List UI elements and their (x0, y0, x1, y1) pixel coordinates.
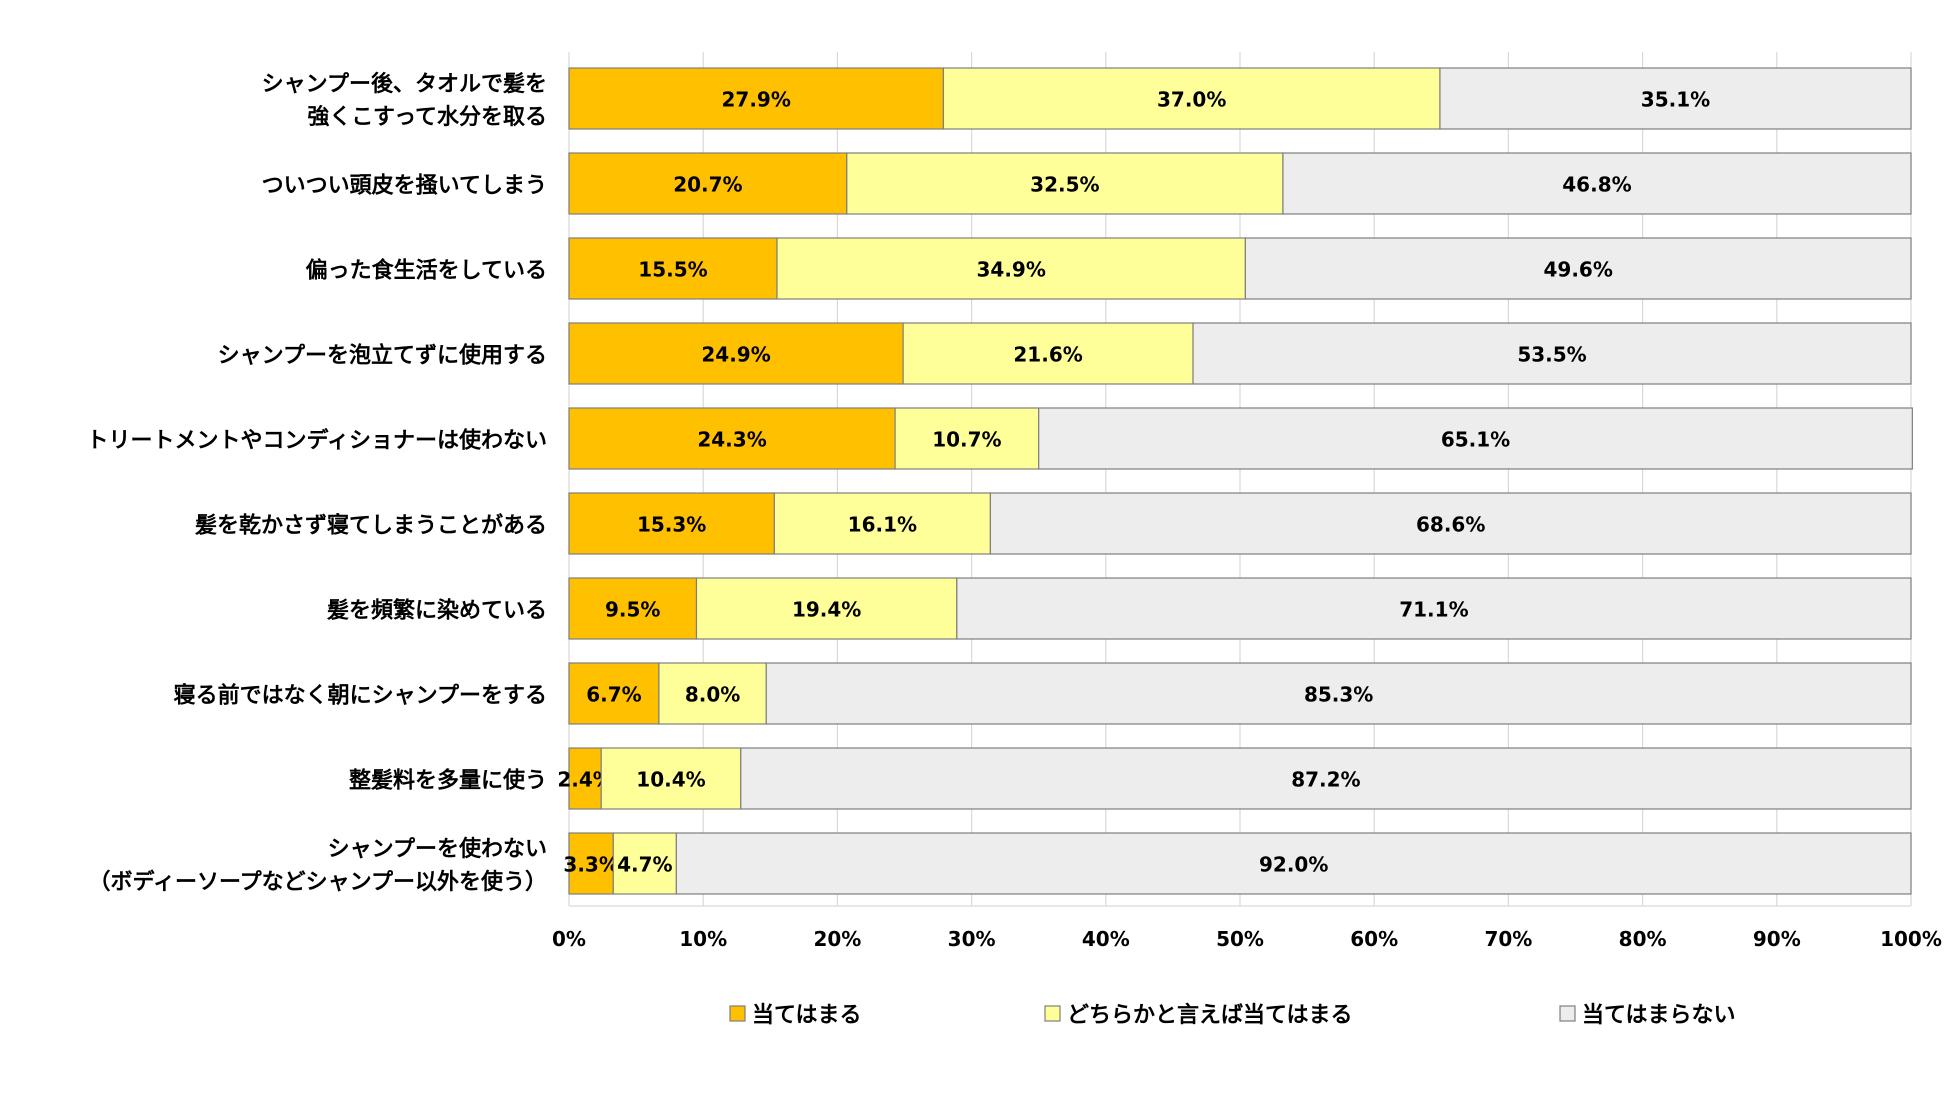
category-label: シャンプー後、タオルで髪を (262, 71, 547, 97)
bar-segment (695, 577, 958, 640)
bar-segment (1439, 67, 1912, 130)
bar-segment (568, 747, 602, 810)
x-tick-label: 20% (813, 927, 861, 951)
bar-segment (568, 67, 945, 130)
data-label: 24.9% (701, 343, 770, 367)
bar-segment (1192, 322, 1912, 385)
data-label: 19.4% (792, 598, 861, 622)
data-label: 3.3% (563, 853, 618, 877)
bar-segment (989, 492, 1912, 555)
bar-segment (612, 832, 677, 895)
category-label: シャンプーを使わない (328, 837, 547, 862)
legend-label: どちらかと言えば当てはまる (1067, 1002, 1353, 1028)
category-label: トリートメントやコンディショナーは使わない (87, 428, 547, 454)
data-label: 4.7% (617, 853, 672, 877)
x-tick-label: 10% (679, 927, 727, 951)
data-label: 53.5% (1517, 343, 1586, 367)
legend-label: 当てはまる (752, 1003, 862, 1028)
data-label: 92.0% (1259, 853, 1328, 877)
data-label: 8.0% (685, 683, 740, 707)
data-label: 20.7% (673, 173, 742, 197)
data-label: 85.3% (1304, 683, 1373, 707)
data-label: 71.1% (1399, 598, 1468, 622)
legend-swatch (1559, 1005, 1576, 1022)
data-label: 37.0% (1157, 88, 1226, 112)
category-label: シャンプーを泡立てずに使用する (218, 343, 547, 369)
data-label: 27.9% (722, 88, 791, 112)
data-label: 65.1% (1441, 428, 1510, 452)
bar-segment (1244, 237, 1912, 300)
category-label: 髪を頻繁に染めている (326, 598, 547, 624)
bar-segment (675, 832, 1912, 895)
legend-swatch (1044, 1005, 1061, 1022)
data-label: 32.5% (1030, 173, 1099, 197)
bar-segment (600, 747, 742, 810)
category-label: 寝る前ではなく朝にシャンプーをする (174, 683, 547, 709)
category-label: （ボディーソープなどシャンプー以外を使う） (89, 869, 547, 895)
x-tick-label: 90% (1753, 927, 1801, 951)
x-tick-label: 100% (1880, 927, 1942, 951)
x-tick-label: 30% (948, 927, 996, 951)
data-label: 15.3% (637, 513, 706, 537)
data-label: 10.4% (636, 768, 705, 792)
bar-segment (740, 747, 1912, 810)
bar-segment (846, 152, 1284, 215)
category-label: ついつい頭皮を掻いてしまう (262, 173, 547, 199)
bar-segment (568, 662, 660, 725)
category-label: 偏った食生活をしている (306, 258, 547, 284)
data-label: 35.1% (1641, 88, 1710, 112)
category-label: 強くこすって水分を取る (307, 104, 547, 130)
legend-swatch (729, 1005, 746, 1022)
data-label: 49.6% (1543, 258, 1612, 282)
x-tick-label: 50% (1216, 927, 1264, 951)
data-label: 10.7% (932, 428, 1001, 452)
bar-segment (1038, 407, 1913, 470)
legend-label: 当てはまらない (1582, 1003, 1736, 1028)
bar-segment (568, 407, 896, 470)
bar-segment (902, 322, 1194, 385)
bar-segment (568, 492, 775, 555)
bar-segment (658, 662, 767, 725)
category-label: 整髪料を多量に使う (349, 768, 547, 794)
bar-segment (568, 577, 698, 640)
bar-segment (942, 67, 1441, 130)
bar-segment (956, 577, 1912, 640)
bar-segment (568, 322, 904, 385)
category-label: 髪を乾かさず寝てしまうことがある (194, 513, 547, 539)
data-label: 6.7% (586, 683, 641, 707)
data-label: 34.9% (976, 258, 1045, 282)
data-label: 9.5% (605, 598, 660, 622)
x-tick-label: 40% (1082, 927, 1130, 951)
bar-segment (765, 662, 1912, 725)
data-label: 24.3% (697, 428, 766, 452)
data-label: 46.8% (1562, 173, 1631, 197)
data-label: 68.6% (1416, 513, 1485, 537)
x-tick-label: 60% (1350, 927, 1398, 951)
bar-segment (1282, 152, 1912, 215)
data-label: 15.5% (638, 258, 707, 282)
bar-segment (568, 152, 848, 215)
x-tick-label: 0% (552, 927, 586, 951)
bar-segment (568, 832, 614, 895)
bar-segment (568, 237, 778, 300)
bar-segment (773, 492, 991, 555)
x-tick-label: 80% (1619, 927, 1667, 951)
data-label: 21.6% (1013, 343, 1082, 367)
x-tick-label: 70% (1484, 927, 1532, 951)
data-label: 87.2% (1291, 768, 1360, 792)
bar-segment (894, 407, 1040, 470)
data-label: 16.1% (848, 513, 917, 537)
